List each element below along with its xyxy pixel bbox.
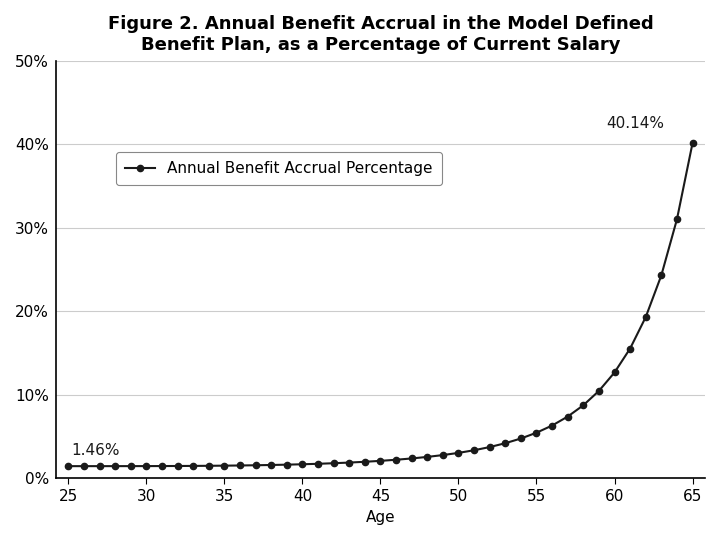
- Annual Benefit Accrual Percentage: [657, 272, 665, 279]
- Annual Benefit Accrual Percentage: [392, 456, 400, 463]
- Annual Benefit Accrual Percentage: [454, 450, 463, 456]
- Annual Benefit Accrual Percentage: [438, 452, 447, 458]
- Annual Benefit Accrual Percentage: [501, 440, 510, 447]
- Annual Benefit Accrual Percentage: [563, 413, 572, 420]
- Annual Benefit Accrual Percentage: [626, 345, 634, 352]
- Annual Benefit Accrual Percentage: [235, 462, 244, 469]
- Annual Benefit Accrual Percentage: [579, 402, 588, 409]
- Annual Benefit Accrual Percentage: [548, 422, 557, 429]
- Annual Benefit Accrual Percentage: [345, 460, 354, 466]
- Annual Benefit Accrual Percentage: [610, 369, 618, 376]
- Text: 1.46%: 1.46%: [71, 443, 120, 458]
- Annual Benefit Accrual Percentage: [95, 463, 104, 469]
- Annual Benefit Accrual Percentage: [423, 454, 431, 460]
- Annual Benefit Accrual Percentage: [64, 463, 73, 469]
- Annual Benefit Accrual Percentage: [251, 462, 260, 469]
- Annual Benefit Accrual Percentage: [174, 463, 182, 469]
- Annual Benefit Accrual Percentage: [127, 463, 135, 469]
- Legend: Annual Benefit Accrual Percentage: Annual Benefit Accrual Percentage: [115, 152, 442, 185]
- Annual Benefit Accrual Percentage: [376, 457, 384, 464]
- Line: Annual Benefit Accrual Percentage: Annual Benefit Accrual Percentage: [66, 140, 696, 469]
- Annual Benefit Accrual Percentage: [158, 463, 166, 469]
- Annual Benefit Accrual Percentage: [282, 461, 291, 468]
- Annual Benefit Accrual Percentage: [204, 463, 213, 469]
- Annual Benefit Accrual Percentage: [595, 388, 603, 394]
- Annual Benefit Accrual Percentage: [298, 461, 307, 468]
- Title: Figure 2. Annual Benefit Accrual in the Model Defined
Benefit Plan, as a Percent: Figure 2. Annual Benefit Accrual in the …: [107, 15, 653, 54]
- Annual Benefit Accrual Percentage: [329, 460, 338, 467]
- Annual Benefit Accrual Percentage: [688, 140, 697, 146]
- Annual Benefit Accrual Percentage: [142, 463, 150, 469]
- Annual Benefit Accrual Percentage: [314, 461, 323, 467]
- Annual Benefit Accrual Percentage: [267, 462, 276, 468]
- Annual Benefit Accrual Percentage: [80, 463, 89, 469]
- Annual Benefit Accrual Percentage: [672, 216, 681, 222]
- Annual Benefit Accrual Percentage: [516, 435, 525, 442]
- Annual Benefit Accrual Percentage: [220, 462, 229, 469]
- Annual Benefit Accrual Percentage: [111, 463, 120, 469]
- Text: 40.14%: 40.14%: [607, 116, 665, 131]
- Annual Benefit Accrual Percentage: [361, 458, 369, 465]
- Annual Benefit Accrual Percentage: [532, 429, 541, 436]
- Annual Benefit Accrual Percentage: [408, 455, 416, 462]
- Annual Benefit Accrual Percentage: [469, 447, 478, 454]
- Annual Benefit Accrual Percentage: [485, 444, 494, 450]
- Annual Benefit Accrual Percentage: [642, 314, 650, 320]
- X-axis label: Age: Age: [366, 510, 395, 525]
- Annual Benefit Accrual Percentage: [189, 463, 197, 469]
